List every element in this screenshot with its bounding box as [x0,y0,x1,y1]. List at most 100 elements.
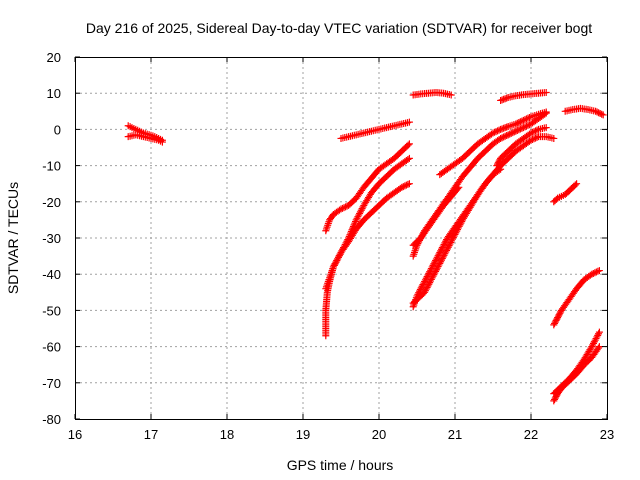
data-point [441,250,449,258]
data-point [432,257,440,265]
data-point [518,124,526,132]
data-point [527,129,535,137]
data-point [513,119,521,127]
data-point [447,238,455,246]
data-point [444,243,452,251]
data-point [516,125,524,133]
x-tick-label: 22 [524,427,538,442]
data-point [353,214,361,222]
data-point [436,248,444,256]
data-point [512,120,520,128]
y-tick-label: -60 [42,340,61,355]
data-point [591,269,599,277]
data-point [437,247,445,255]
data-point [594,267,602,275]
data-point [436,259,444,267]
data-point [595,109,603,117]
data-point [515,119,523,127]
data-point [333,257,341,265]
data-point [447,91,455,99]
data-point [451,230,459,238]
data-point [422,285,430,293]
y-tick-label: -50 [42,303,61,318]
data-point [433,253,441,261]
data-points [124,88,607,405]
data-point [515,126,523,134]
data-point [158,138,166,146]
data-point [512,127,520,135]
data-point [354,213,362,221]
series-arc-13 [493,124,550,170]
data-point [427,265,435,273]
data-point [431,269,439,277]
data-point [571,181,579,189]
data-point [527,136,535,144]
data-point [423,283,431,291]
data-point [509,129,517,137]
y-tick-label: 10 [47,86,61,101]
data-point [591,336,599,344]
data-point [337,205,345,213]
data-point [589,341,597,349]
data-point [457,219,465,227]
y-tick-label: 20 [47,50,61,65]
y-axis-tick-labels: -80 -70 -60 -50 -40 -30 -20 -10 0 10 20 [42,50,61,427]
data-point [437,245,445,253]
y-tick-label: -10 [42,159,61,174]
data-point [426,268,434,276]
data-point [439,253,447,261]
data-point [491,128,499,136]
series-arc-18 [550,328,603,398]
data-point [454,226,462,234]
data-point [595,328,603,336]
x-tick-label: 19 [296,427,310,442]
data-point [435,261,443,269]
data-point [431,258,439,266]
x-tick-label: 21 [448,427,462,442]
data-point [516,118,524,126]
y-tick-label: 0 [54,122,61,137]
data-point [524,114,532,122]
series-arc-9 [409,183,463,249]
data-point [334,253,342,261]
data-point [432,267,440,275]
data-point [588,270,596,278]
data-point [595,343,603,351]
data-point [521,123,529,131]
series-arc-14 [497,88,550,104]
data-point [533,133,541,141]
data-point [594,331,602,339]
grid-lines [75,57,607,419]
data-point [437,258,445,266]
data-point [424,282,432,290]
x-tick-label: 18 [220,427,234,442]
data-point [542,108,550,116]
data-point [443,245,451,253]
data-point [433,264,441,272]
y-tick-label: -80 [42,412,61,427]
data-point [455,183,463,191]
y-tick-label: -20 [42,195,61,210]
data-point [421,276,429,284]
data-point [501,132,509,140]
data-point [440,251,448,259]
series-arc-5 [322,180,413,293]
data-point [399,183,407,191]
data-point [542,88,550,96]
data-point [529,128,537,136]
data-point [423,273,431,281]
data-point [530,128,538,136]
data-point [430,271,438,279]
data-point [438,255,446,263]
data-point [453,227,461,235]
series-arc-3 [322,140,413,235]
data-point [405,180,413,188]
y-axis-label: SDTVAR / TECUs [5,182,21,294]
data-point [332,258,340,266]
data-point [405,118,413,126]
data-point [417,284,425,292]
x-axis-tick-labels: 16 17 18 19 20 21 22 23 [68,427,614,442]
data-point [506,130,514,138]
data-point [352,216,360,224]
data-point [504,131,512,139]
